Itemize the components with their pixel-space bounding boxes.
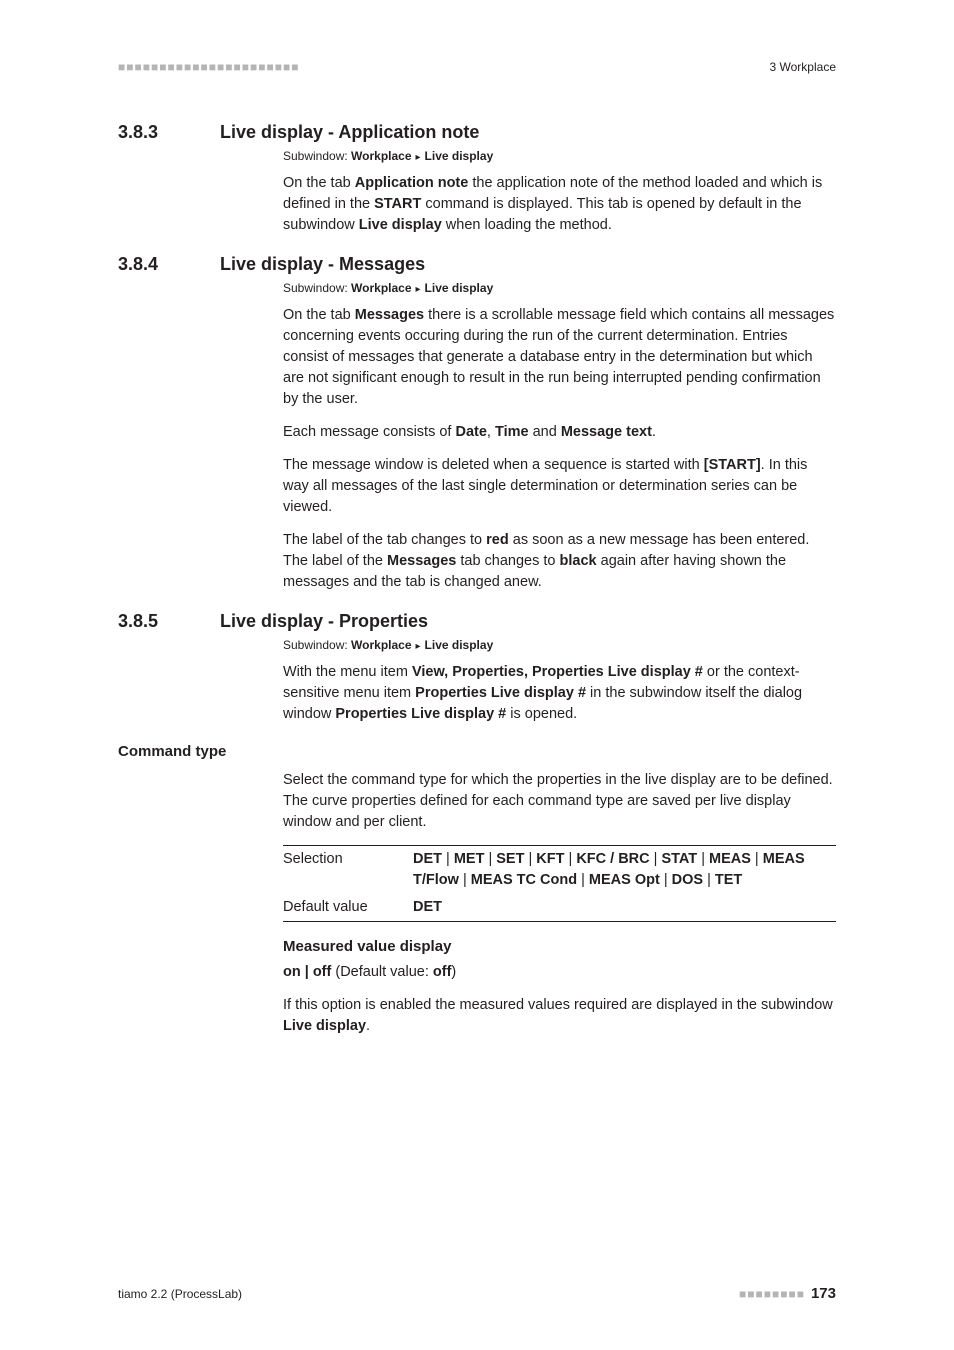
breadcrumb-label: Subwindow: bbox=[283, 281, 351, 295]
chevron-right-icon: ▸ bbox=[412, 641, 425, 652]
default-value: DET bbox=[413, 894, 836, 922]
breadcrumb: Subwindow: Workplace▸Live display bbox=[283, 638, 836, 652]
page-footer: tiamo 2.2 (ProcessLab) ■■■■■■■■ 173 bbox=[118, 1285, 836, 1302]
section-title: Live display - Messages bbox=[220, 254, 425, 275]
header-chapter: 3 Workplace bbox=[770, 60, 836, 74]
body-paragraph: The message window is deleted when a seq… bbox=[283, 455, 836, 518]
breadcrumb-label: Subwindow: bbox=[283, 638, 351, 652]
footer-dots: ■■■■■■■■ bbox=[739, 1287, 805, 1301]
section-heading: 3.8.5 Live display - Properties bbox=[118, 611, 836, 632]
breadcrumb-label: Subwindow: bbox=[283, 149, 351, 163]
section-title: Live display - Application note bbox=[220, 122, 479, 143]
selection-options: DET | MET | SET | KFT | KFC / BRC | STAT… bbox=[413, 846, 836, 895]
section-number: 3.8.3 bbox=[118, 122, 198, 143]
selection-table: Selection DET | MET | SET | KFT | KFC / … bbox=[283, 845, 836, 922]
section-number: 3.8.4 bbox=[118, 254, 198, 275]
page-header: ■■■■■■■■■■■■■■■■■■■■■■ 3 Workplace bbox=[118, 60, 836, 74]
header-dots: ■■■■■■■■■■■■■■■■■■■■■■ bbox=[118, 60, 299, 74]
section-heading: 3.8.3 Live display - Application note bbox=[118, 122, 836, 143]
breadcrumb: Subwindow: Workplace▸Live display bbox=[283, 281, 836, 295]
footer-product: tiamo 2.2 (ProcessLab) bbox=[118, 1287, 242, 1301]
breadcrumb-item: Workplace bbox=[351, 638, 411, 652]
command-type-block: Command type Select the command type for… bbox=[118, 743, 836, 1037]
command-type-label: Command type bbox=[118, 743, 836, 760]
section: 3.8.3 Live display - Application note Subw… bbox=[118, 122, 836, 236]
body-paragraph: With the menu item View, Properties, Pro… bbox=[283, 662, 836, 725]
body-paragraph: The label of the tab changes to red as s… bbox=[283, 530, 836, 593]
chevron-right-icon: ▸ bbox=[412, 284, 425, 295]
section: 3.8.4 Live display - Messages Subwindow: W… bbox=[118, 254, 836, 593]
measured-para: If this option is enabled the measured v… bbox=[283, 995, 836, 1037]
measured-line: on | off (Default value: off) bbox=[283, 962, 836, 983]
default-key: Default value bbox=[283, 894, 413, 922]
breadcrumb-item: Workplace bbox=[351, 149, 411, 163]
section: 3.8.5 Live display - Properties Subwindow:… bbox=[118, 611, 836, 725]
body-paragraph: On the tab Application note the applicat… bbox=[283, 173, 836, 236]
command-type-intro: Select the command type for which the pr… bbox=[283, 770, 836, 833]
chevron-right-icon: ▸ bbox=[412, 152, 425, 163]
breadcrumb-item: Live display bbox=[425, 281, 494, 295]
breadcrumb-item: Live display bbox=[425, 638, 494, 652]
page-number: 173 bbox=[811, 1285, 836, 1302]
selection-key: Selection bbox=[283, 846, 413, 895]
breadcrumb: Subwindow: Workplace▸Live display bbox=[283, 149, 836, 163]
measured-heading: Measured value display bbox=[283, 936, 836, 958]
breadcrumb-item: Workplace bbox=[351, 281, 411, 295]
body-paragraph: On the tab Messages there is a scrollabl… bbox=[283, 305, 836, 410]
page: ■■■■■■■■■■■■■■■■■■■■■■ 3 Workplace 3.8.3… bbox=[0, 0, 954, 1350]
section-title: Live display - Properties bbox=[220, 611, 428, 632]
section-heading: 3.8.4 Live display - Messages bbox=[118, 254, 836, 275]
section-number: 3.8.5 bbox=[118, 611, 198, 632]
body-paragraph: Each message consists of Date, Time and … bbox=[283, 422, 836, 443]
breadcrumb-item: Live display bbox=[425, 149, 494, 163]
